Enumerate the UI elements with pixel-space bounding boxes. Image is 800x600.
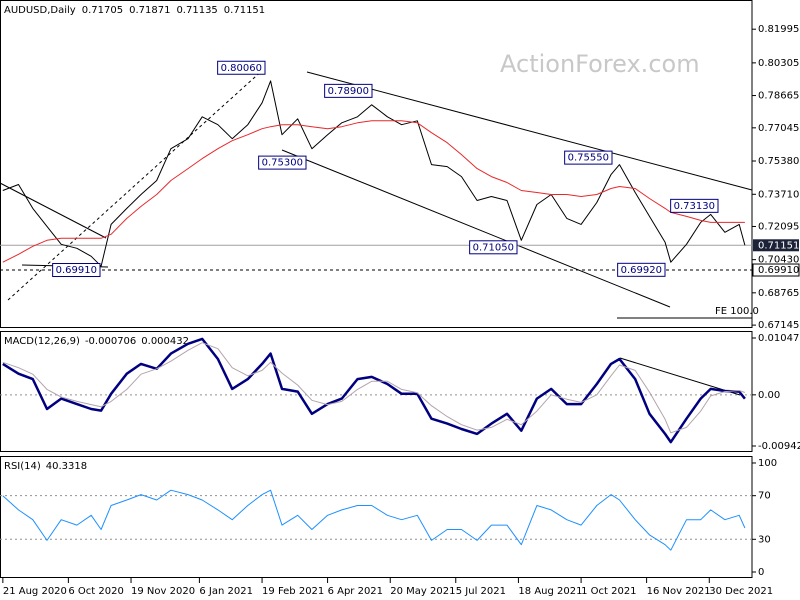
x-tick-label: 6 Jan 2021 [199,586,253,597]
series-line [2,489,746,551]
annotation-label: 0.73130 [674,201,715,212]
annotation-label: 0.71050 [473,242,514,253]
panel-header: AUDUSD,Daily 0.71705 0.71871 0.71135 0.71151 [4,5,265,16]
y-tick-label: 0.78665 [758,91,799,102]
support-price-box [752,263,800,277]
annotation-box [324,83,373,98]
x-tick-label: 18 Aug 2021 [518,586,582,597]
series-line [2,342,746,434]
y-tick-label: 0.75380 [758,156,799,167]
x-tick-label: 6 Apr 2021 [328,586,383,597]
current-price-box [753,239,799,252]
panel-frame [0,0,753,328]
x-tick-label: 21 Aug 2020 [3,586,67,597]
x-tick-label: 16 Nov 2021 [647,586,711,597]
panel-frame [0,456,753,578]
annotation-box [258,155,307,170]
y-tick-label: 0 [758,567,764,578]
y-tick-label: 100 [758,458,777,469]
series-line [2,120,745,263]
annotation-box [670,198,719,213]
y-tick-label: 70 [758,491,771,502]
series-line [2,80,746,267]
panel-header: RSI(14) 40.3318 [4,461,87,472]
annotation-box [217,60,266,75]
y-tick-label: 0.68765 [758,288,799,299]
ohlc-value: 0.71871 [129,5,170,16]
y-tick-label: 30 [758,534,771,545]
macd-trendline [619,357,741,396]
annotation-label: 0.69920 [621,265,662,276]
indicator-value: 0.000432 [141,336,189,347]
ohlc-value: 0.71705 [82,5,123,16]
y-tick-label: 0.67145 [758,320,799,331]
watermark: ActionForex.com [500,50,700,78]
annotation-box [617,262,666,277]
annotation-label: 0.75550 [568,153,609,164]
trendline [281,149,671,308]
x-tick-label: 6 Oct 2020 [68,586,123,597]
current-price-label: 0.71151 [758,240,799,251]
y-tick-label: 0.72095 [758,221,799,232]
annotation-box [469,240,518,255]
y-tick-label: -0.009426 [758,441,800,452]
trendline [0,182,107,239]
indicator-title: RSI(14) [4,461,41,472]
annotation-label: 0.69910 [56,265,97,276]
annotation-label: 0.78900 [328,86,369,97]
y-tick-label: 0.73710 [758,189,799,200]
trendlines [0,67,753,396]
x-tick-label: 5 Jul 2021 [456,586,506,597]
indicator-title: MACD(12,26,9) [4,336,80,347]
y-tick-label: 0.70430 [758,255,799,266]
ohlc-value: 0.71151 [224,5,265,16]
y-tick-label: 0.81995 [758,24,799,35]
indicator-title: AUDUSD,Daily [4,5,76,16]
y-tick-label: 0.77045 [758,123,799,134]
annotation-label: 0.80060 [221,63,262,74]
panel-header: MACD(12,26,9) -0.000706 0.000432 [4,336,189,347]
series-line [2,337,746,444]
panel-frame [0,331,753,452]
ohlc-value: 0.71135 [176,5,217,16]
trendline [306,71,753,191]
x-tick-label: 19 Feb 2021 [262,586,324,597]
x-tick-label: 1 Oct 2021 [581,586,636,597]
trendline [7,67,266,301]
x-tick-label: 19 Nov 2020 [131,586,195,597]
x-tick-label: 20 May 2021 [390,586,455,597]
indicator-value: 40.3318 [46,461,87,472]
annotation-box [52,263,101,278]
support-price-label: 0.69910 [758,265,799,276]
y-tick-label: 0.80305 [758,58,799,69]
x-tick-label: 30 Dec 2021 [709,586,773,597]
indicator-value: -0.000706 [85,336,136,347]
y-tick-label: 0.010472 [758,333,800,344]
annotation-box [564,150,613,165]
y-tick-label: 0.00 [758,390,780,401]
annotation-label: 0.75300 [262,158,303,169]
fe-label: FE 100.0 [715,306,759,317]
